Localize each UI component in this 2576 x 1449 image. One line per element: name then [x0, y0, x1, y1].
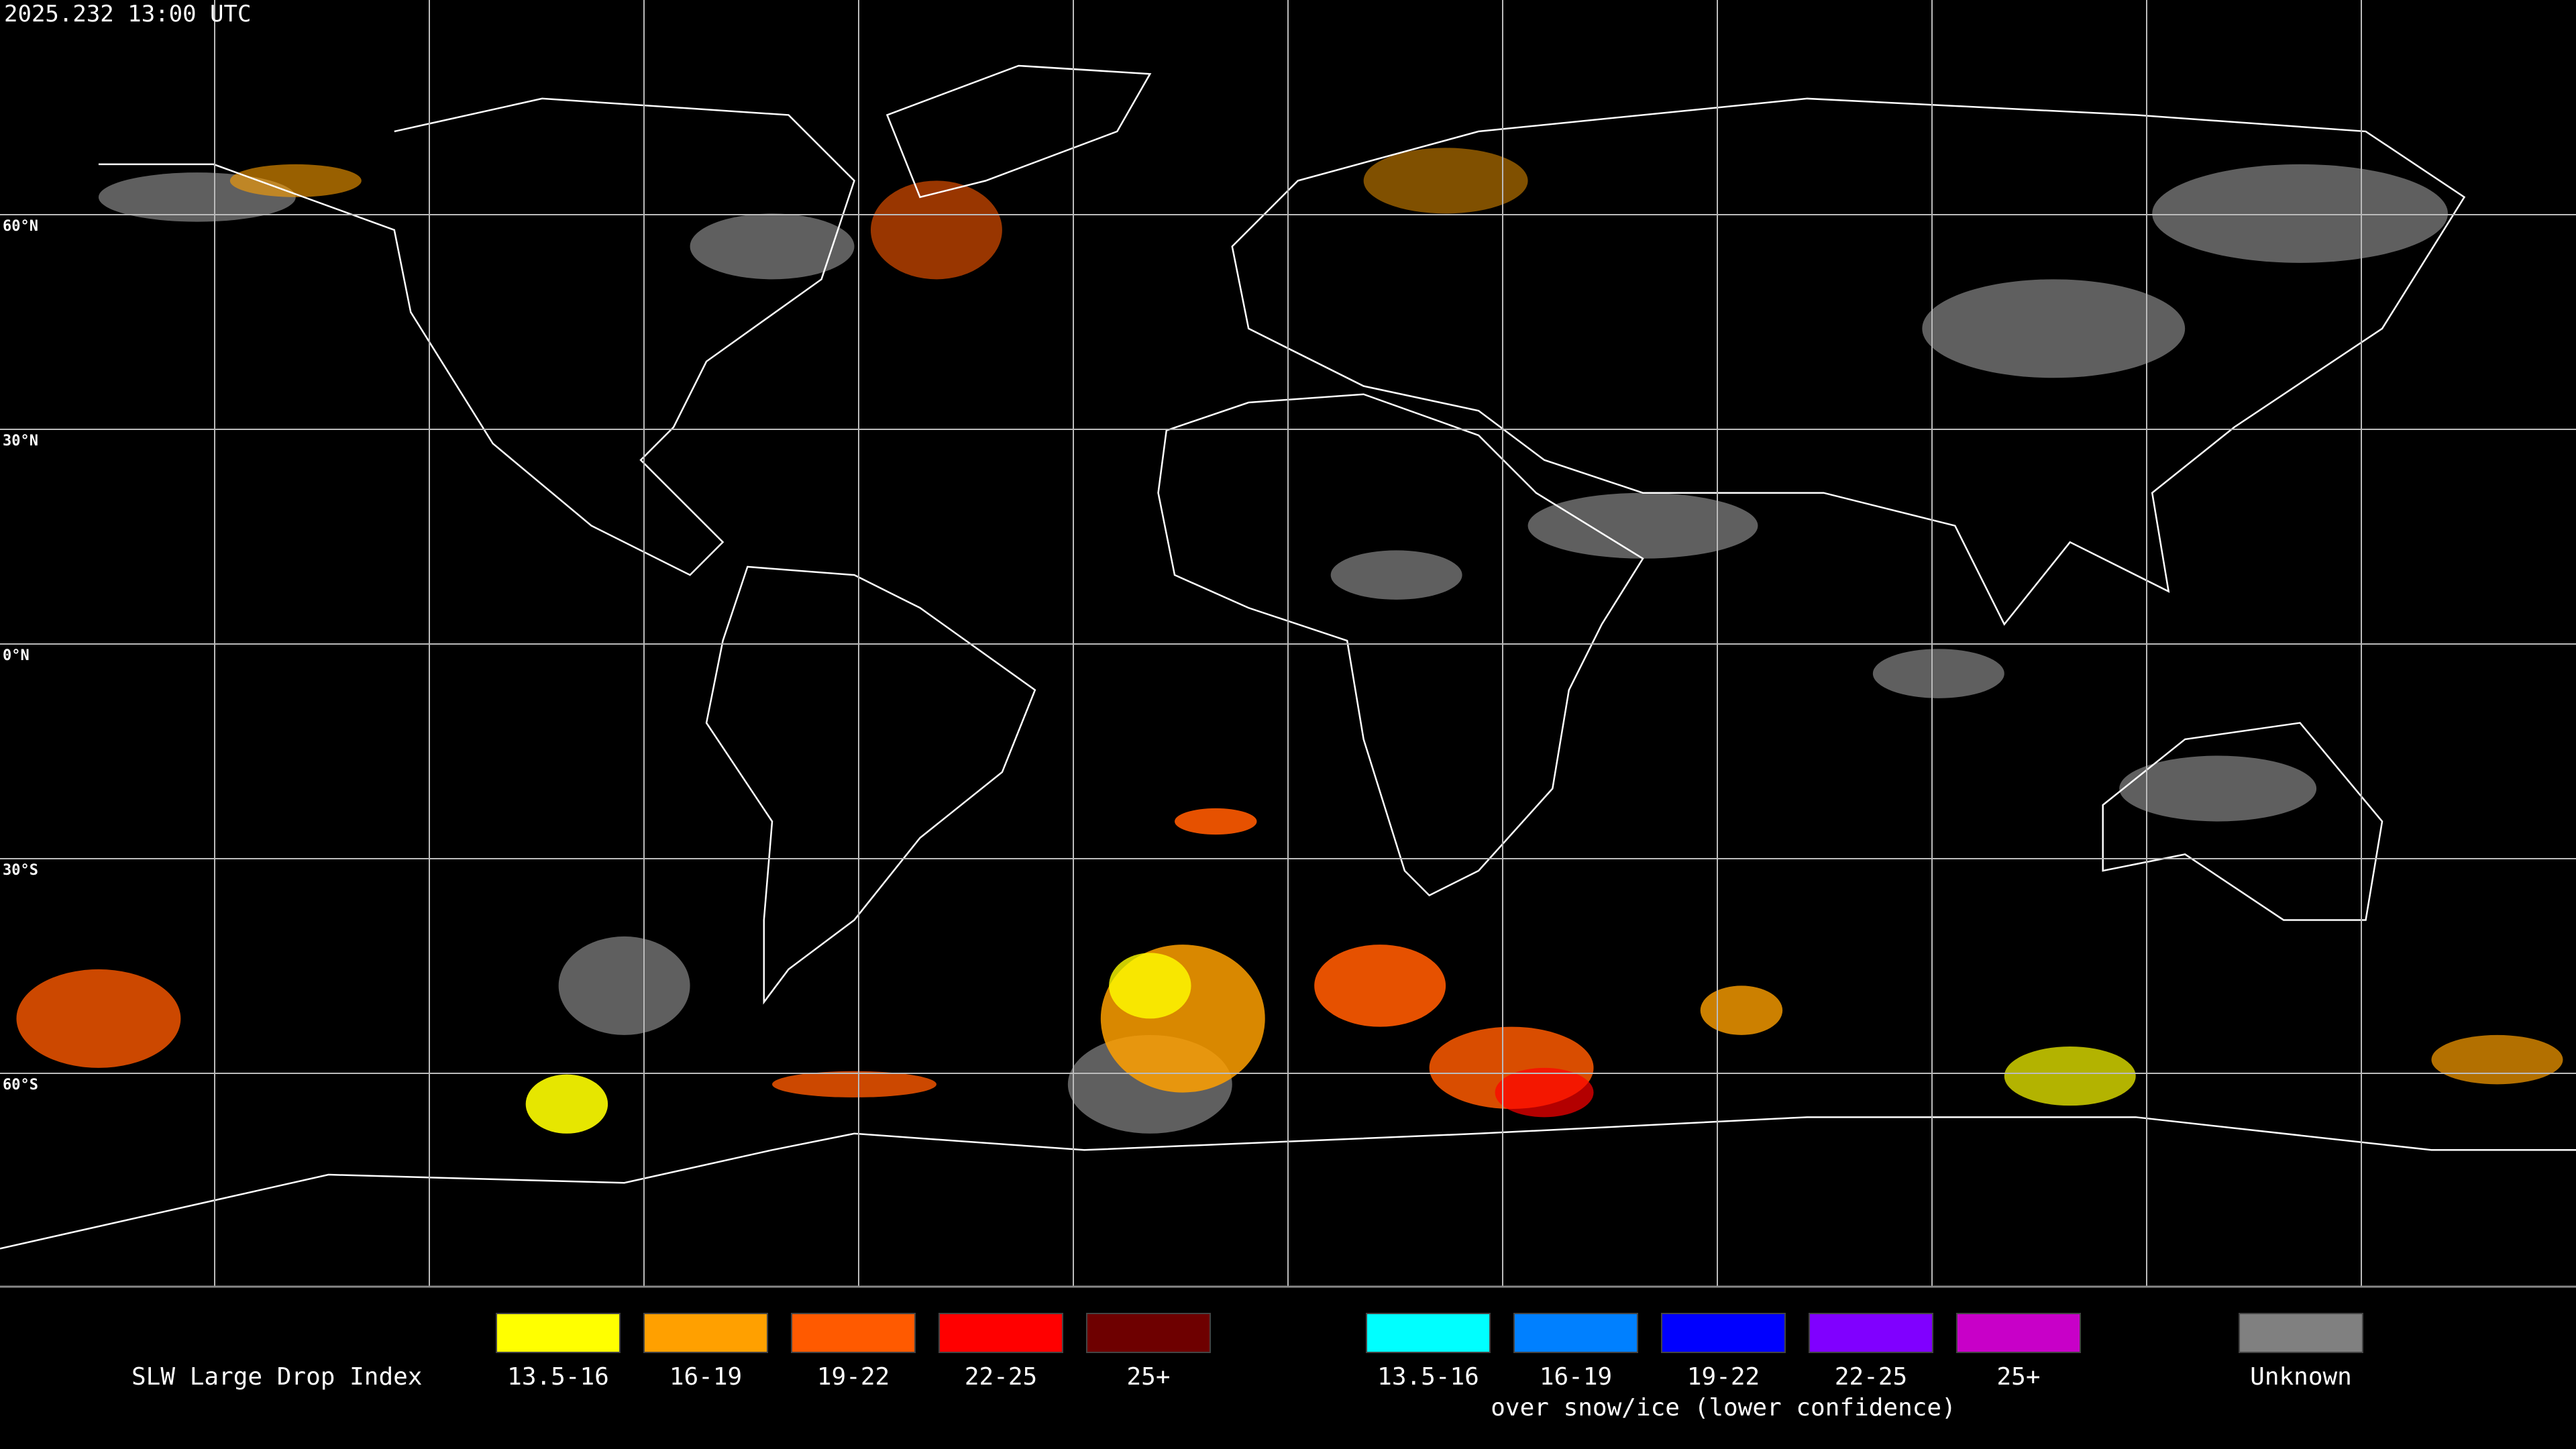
latitude-label: 30°N — [3, 433, 38, 449]
legend-swatch — [1809, 1313, 1933, 1353]
timestamp: 2025.232 13:00 UTC — [4, 1, 251, 28]
legend-swatch — [938, 1313, 1063, 1353]
latitude-label: 30°S — [3, 862, 38, 879]
legend-label: 19-22 — [817, 1363, 890, 1391]
legend-swatch — [1086, 1313, 1211, 1353]
legend: SLW Large Drop Index 13.5-16 16-19 19-22 22… — [131, 1313, 2363, 1421]
legend-label: Unknown — [2250, 1363, 2352, 1391]
legend-label: 13.5-16 — [1377, 1363, 1479, 1391]
map: 60°N 30°N 0°N 30°S 60°S — [0, 0, 2576, 1288]
coastlines — [0, 66, 2576, 1248]
legend-note: over snow/ice (lower confidence) — [1491, 1394, 1956, 1421]
slw-blobs — [16, 148, 2563, 1134]
legend-label: 25+ — [1996, 1363, 2040, 1391]
legend-swatch — [1661, 1313, 1786, 1353]
legend-label: 13.5-16 — [507, 1363, 609, 1391]
legend-title: SLW Large Drop Index — [131, 1363, 422, 1391]
legend-label: 25+ — [1126, 1363, 1170, 1391]
legend-label: 16-19 — [1540, 1363, 1612, 1391]
legend-label: 19-22 — [1687, 1363, 1760, 1391]
legend-swatch — [1956, 1313, 2081, 1353]
legend-swatch — [2239, 1313, 2363, 1353]
latitude-label: 0°N — [3, 647, 30, 664]
map-features — [0, 66, 2576, 1248]
legend-swatch — [791, 1313, 916, 1353]
latitude-label: 60°S — [3, 1077, 38, 1093]
latitude-label: 60°N — [3, 218, 38, 235]
legend-label: 22-25 — [965, 1363, 1037, 1391]
legend-swatch — [643, 1313, 768, 1353]
legend-swatch — [1513, 1313, 1638, 1353]
legend-label: 22-25 — [1835, 1363, 1907, 1391]
legend-swatch — [496, 1313, 621, 1353]
legend-label: 16-19 — [669, 1363, 742, 1391]
legend-swatch — [1366, 1313, 1491, 1353]
